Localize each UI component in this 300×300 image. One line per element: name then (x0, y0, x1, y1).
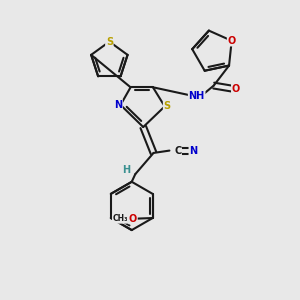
Text: CH₃: CH₃ (112, 214, 128, 223)
Text: NH: NH (188, 91, 205, 100)
Text: S: S (106, 37, 113, 46)
Text: N: N (114, 100, 122, 110)
Text: O: O (129, 214, 137, 224)
Text: N: N (189, 146, 197, 156)
Text: O: O (227, 36, 236, 46)
Text: C: C (174, 146, 181, 156)
Text: H: H (122, 165, 130, 175)
Text: O: O (232, 83, 240, 94)
Text: S: S (164, 101, 171, 111)
